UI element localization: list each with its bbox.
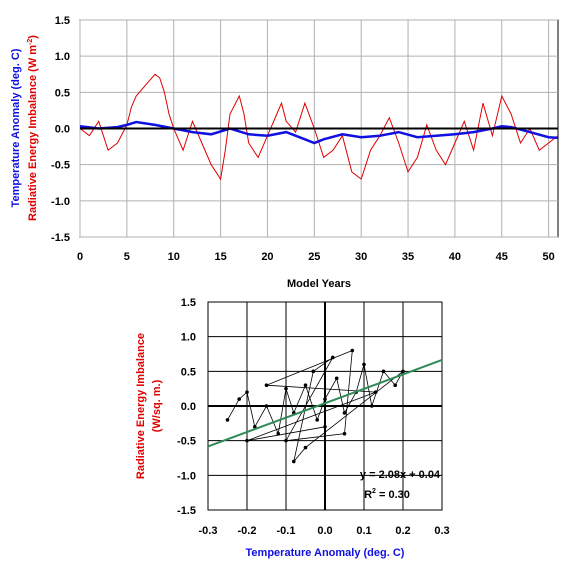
time-series-y-tick-label: 1.5 bbox=[55, 15, 70, 27]
time-series-x-tick-label: 45 bbox=[496, 251, 508, 263]
scatter-y-tick-label: -0.5 bbox=[177, 436, 196, 448]
scatter-x-tick-label: 0.2 bbox=[395, 525, 410, 537]
time-series-y-tick-label: -1.5 bbox=[51, 232, 70, 244]
scatter-y-axis-title: Radiative Energy Imbalance (W/sq. m.) bbox=[135, 333, 163, 479]
scatter-point bbox=[276, 431, 281, 436]
scatter-point bbox=[381, 369, 386, 374]
scatter-point bbox=[342, 411, 347, 415]
scatter-trendline bbox=[207, 359, 443, 448]
time-series-y-axis-title-temperature: Temperature Anomaly (deg. C) bbox=[10, 48, 22, 207]
scatter-point bbox=[284, 386, 288, 391]
scatter-point bbox=[401, 369, 405, 374]
scatter-point bbox=[253, 425, 257, 429]
scatter-y-tick-label: -1.5 bbox=[177, 505, 196, 517]
imbalance-series-line bbox=[79, 73, 559, 181]
scatter-x-tick-label: 0.1 bbox=[356, 525, 371, 537]
time-series-x-axis-title: Model Years bbox=[287, 278, 351, 290]
scatter-point bbox=[292, 459, 296, 464]
scatter-connecting-line bbox=[227, 349, 404, 462]
time-series-y-tick-label: 0.0 bbox=[55, 124, 70, 136]
time-series-x-tick-label: 5 bbox=[124, 251, 130, 263]
scatter-point bbox=[373, 390, 378, 394]
scatter-y-tick-label: 0.5 bbox=[181, 366, 196, 378]
scatter-point bbox=[311, 369, 316, 374]
time-series-x-tick-label: 0 bbox=[77, 251, 83, 263]
scatter-point bbox=[393, 383, 398, 388]
svg-text:Radiative Energy Imbalance: Radiative Energy Imbalance bbox=[135, 333, 147, 479]
time-series-y-tick-label: -1.0 bbox=[51, 196, 70, 208]
scatter-x-tick-label: 0.3 bbox=[434, 525, 449, 537]
time-series-x-tick-label: 35 bbox=[402, 251, 414, 263]
scatter-y-tick-label: 1.0 bbox=[181, 332, 196, 344]
scatter-x-axis-title: Temperature Anomaly (deg. C) bbox=[246, 547, 405, 559]
scatter-point bbox=[334, 376, 339, 381]
time-series-y-tick-label: 1.0 bbox=[55, 51, 70, 63]
scatter-point bbox=[264, 383, 269, 388]
scatter-y-tick-labels: -1.5 -1.0 -0.5 0.0 0.5 1.0 1.5 bbox=[177, 297, 196, 517]
scatter-x-tick-label: -0.2 bbox=[238, 525, 257, 537]
scatter-point bbox=[350, 348, 355, 353]
time-series-y-tick-label: -0.5 bbox=[51, 160, 70, 172]
time-series-y-tick-labels: -1.5 -1.0 -0.5 0.0 0.5 1.0 1.5 bbox=[51, 15, 70, 244]
scatter-point bbox=[237, 397, 241, 401]
svg-text:Radiative Energy Imbalance (W: Radiative Energy Imbalance (W m-2) bbox=[27, 35, 39, 221]
time-series-x-tick-label: 40 bbox=[449, 251, 461, 263]
scatter-point bbox=[284, 438, 288, 443]
time-series-x-tick-label: 20 bbox=[261, 251, 273, 263]
scatter-x-tick-label: -0.1 bbox=[277, 525, 296, 537]
scatter-point bbox=[342, 431, 347, 436]
scatter-x-tick-label: -0.3 bbox=[199, 525, 218, 537]
time-series-x-tick-label: 25 bbox=[308, 251, 320, 263]
time-series-chart: 0 5 10 15 20 25 30 35 40 45 50 -1.5 -1.0 -0.5 0.0 0.5 1… bbox=[10, 15, 559, 290]
time-series-x-tick-label: 10 bbox=[168, 251, 180, 263]
scatter-chart: -0.3 -0.2 -0.1 0.0 0.1 0.2 0.3 -1.5 -1.0 -0.5 0.0… bbox=[135, 297, 450, 559]
scatter-trend-equation: y = 2.08x + 0.04 bbox=[360, 469, 441, 481]
scatter-point bbox=[331, 355, 335, 360]
scatter-y-tick-label: -1.0 bbox=[177, 470, 196, 482]
scatter-point bbox=[303, 383, 308, 388]
scatter-point bbox=[303, 445, 308, 450]
scatter-y-tick-label: 1.5 bbox=[181, 297, 196, 309]
time-series-x-tick-label: 30 bbox=[355, 251, 367, 263]
scatter-x-tick-labels: -0.3 -0.2 -0.1 0.0 0.1 0.2 0.3 bbox=[199, 525, 450, 537]
scatter-r-squared: R2 = 0.30 bbox=[364, 488, 410, 501]
time-series-y-axis-title-imbalance: Radiative Energy Imbalance (W m-2) bbox=[27, 35, 39, 221]
scatter-x-tick-label: 0.0 bbox=[317, 525, 332, 537]
scatter-point bbox=[315, 418, 320, 422]
scatter-y-tick-label: 0.0 bbox=[181, 401, 196, 413]
scatter-point bbox=[362, 362, 366, 367]
time-series-x-tick-labels: 0 5 10 15 20 25 30 35 40 45 50 bbox=[77, 251, 555, 263]
time-series-x-tick-label: 50 bbox=[543, 251, 555, 263]
scatter-point bbox=[245, 438, 249, 443]
svg-text:(W/sq. m.): (W/sq. m.) bbox=[151, 379, 163, 432]
svg-text:Temperature Anomaly (deg. C): Temperature Anomaly (deg. C) bbox=[10, 48, 22, 207]
scatter-point bbox=[225, 418, 230, 422]
time-series-y-tick-label: 0.5 bbox=[55, 87, 70, 99]
time-series-x-tick-label: 15 bbox=[214, 251, 226, 263]
scatter-point bbox=[245, 390, 249, 394]
